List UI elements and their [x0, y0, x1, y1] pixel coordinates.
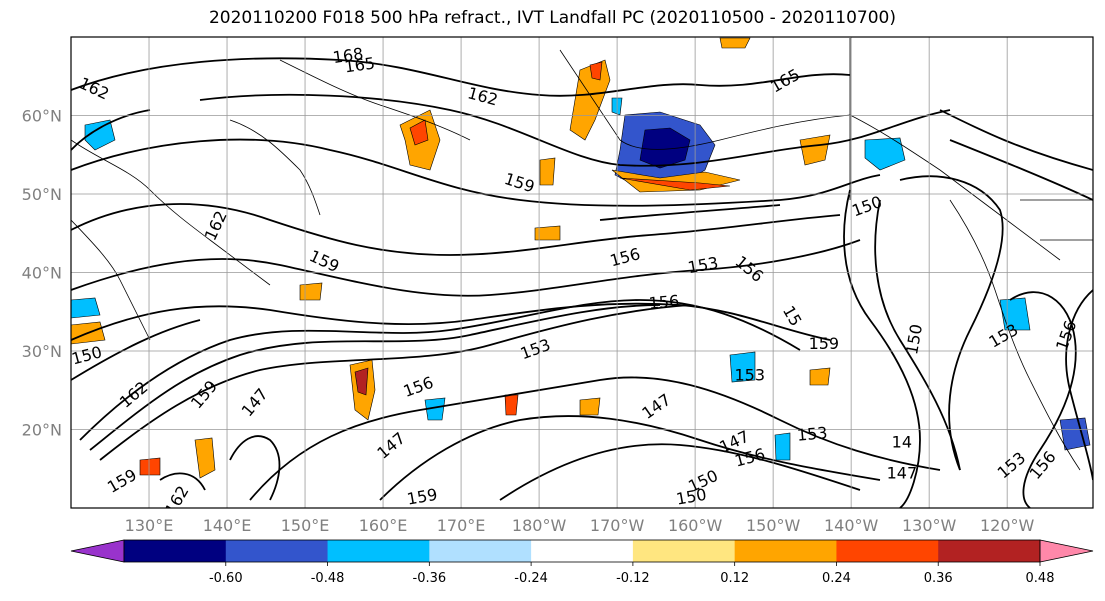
- longitude-label: 160°E: [359, 516, 408, 535]
- latitude-label: 50°N: [22, 185, 62, 204]
- contour-label: 168: [332, 44, 365, 67]
- longitude-label: 120°W: [980, 516, 1035, 535]
- longitude-label: 180°W: [512, 516, 567, 535]
- latitude-label: 60°N: [22, 107, 62, 126]
- colorbar-segment: [124, 540, 227, 562]
- longitude-label: 140°E: [203, 516, 252, 535]
- colorbar-tick-label: 0.24: [822, 571, 851, 586]
- colorbar-tick-label: -0.12: [616, 571, 650, 586]
- colorbar-segment: [836, 540, 939, 562]
- longitude-label: 160°W: [668, 516, 723, 535]
- colorbar-tick-label: 0.36: [924, 571, 953, 586]
- colorbar-frame: [123, 539, 1041, 563]
- contour-label: 159: [405, 485, 438, 509]
- colorbar-segment: [429, 540, 532, 562]
- colorbar: -0.60 -0.48 -0.36 -0.24 -0.12 0.12 0.24 0.36 0.4…: [70, 539, 1094, 586]
- longitude-label: 170°W: [590, 516, 645, 535]
- contour-label: 165: [343, 53, 376, 76]
- coastlines: [71, 38, 1093, 471]
- colorbar-segment: [327, 540, 430, 562]
- colorbar-tick-label: 0.48: [1026, 571, 1055, 586]
- contour-label: 153: [796, 423, 828, 445]
- colorbar-segment: [734, 540, 837, 562]
- contour-label: 159: [809, 334, 840, 353]
- map-frame: [70, 36, 1094, 509]
- contour-label: 147: [887, 464, 918, 483]
- colorbar-segment: [225, 540, 329, 562]
- map-title: 2020110200 F018 500 hPa refract., IVT La…: [208, 8, 896, 28]
- longitude-label: 150°E: [281, 516, 330, 535]
- contour-label: 14: [892, 432, 912, 451]
- colorbar-tick-label: -0.24: [514, 571, 548, 586]
- latitude-label: 20°N: [22, 421, 62, 440]
- longitude-label: 170°E: [437, 516, 486, 535]
- latitude-axis: 60°N 50°N 40°N 30°N 20°N: [22, 107, 62, 440]
- longitude-axis: 130°E 140°E 150°E 160°E 170°E 180°W 170°W 160°W…: [125, 516, 1035, 535]
- longitude-label: 130°W: [902, 516, 957, 535]
- colorbar-tick-label: 0.12: [720, 571, 749, 586]
- colorbar-segment: [938, 540, 1041, 562]
- latitude-label: 40°N: [22, 264, 62, 283]
- gridlines: [71, 37, 1093, 508]
- colorbar-tick-label: -0.48: [311, 571, 345, 586]
- colorbar-max-extension: [1039, 539, 1094, 563]
- contour-label: 153: [734, 366, 765, 385]
- colorbar-tick-label: -0.36: [413, 571, 447, 586]
- colorbar-tick-label: -0.60: [209, 571, 243, 586]
- contour-label: 150: [675, 485, 708, 509]
- contour-label: 156: [648, 291, 680, 313]
- colorbar-min-extension: [70, 539, 125, 563]
- longitude-label: 140°W: [824, 516, 879, 535]
- colorbar-segment: [632, 540, 736, 562]
- longitude-label: 150°W: [746, 516, 801, 535]
- latitude-label: 30°N: [22, 342, 62, 361]
- longitude-label: 130°E: [125, 516, 174, 535]
- colorbar-segment: [531, 540, 634, 562]
- shaded-areas: [71, 37, 1091, 479]
